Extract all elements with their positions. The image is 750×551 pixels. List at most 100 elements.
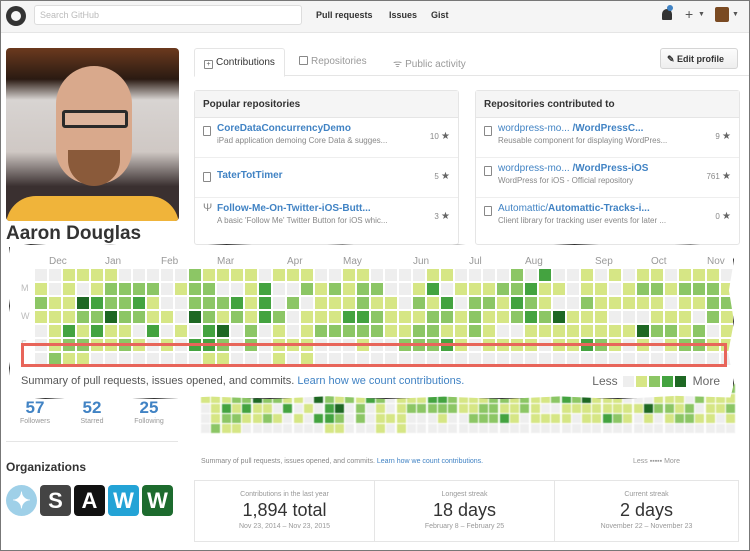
contribution-cell[interactable]	[231, 311, 243, 323]
contribution-cell[interactable]	[161, 297, 173, 309]
contribution-cell[interactable]	[301, 269, 313, 281]
contribution-cell[interactable]	[595, 269, 607, 281]
contribution-cell[interactable]	[245, 283, 257, 295]
contribution-cell[interactable]	[231, 297, 243, 309]
contribution-cell[interactable]	[315, 311, 327, 323]
contribution-cell[interactable]	[231, 353, 243, 365]
contribution-cell[interactable]	[553, 311, 565, 323]
contribution-cell[interactable]	[147, 325, 159, 337]
contribution-cell[interactable]	[77, 311, 89, 323]
contribution-cell[interactable]	[413, 283, 425, 295]
contribution-cell[interactable]	[413, 311, 425, 323]
contribution-cell[interactable]	[105, 283, 117, 295]
contribution-cell[interactable]	[301, 283, 313, 295]
contribution-cell[interactable]	[105, 325, 117, 337]
contribution-cell[interactable]	[651, 311, 663, 323]
contribution-cell[interactable]	[119, 283, 131, 295]
contribution-cell[interactable]	[175, 311, 187, 323]
contribution-cell[interactable]	[49, 311, 61, 323]
contribution-cell[interactable]	[91, 353, 103, 365]
contribution-cell[interactable]	[385, 311, 397, 323]
search-input[interactable]: Search GitHub	[34, 5, 302, 25]
contribution-cell[interactable]	[427, 311, 439, 323]
contribution-cell[interactable]	[287, 283, 299, 295]
contribution-cell[interactable]	[539, 283, 551, 295]
contribution-cell[interactable]	[441, 297, 453, 309]
contribution-cell[interactable]	[385, 325, 397, 337]
contribution-cell[interactable]	[105, 269, 117, 281]
contribution-cell[interactable]	[189, 353, 201, 365]
contribution-cell[interactable]	[581, 325, 593, 337]
contribution-cell[interactable]	[63, 297, 75, 309]
contribution-cell[interactable]	[35, 311, 47, 323]
contribution-cell[interactable]	[413, 325, 425, 337]
contribution-cell[interactable]	[511, 269, 523, 281]
contribution-cell[interactable]	[399, 325, 411, 337]
contribution-cell[interactable]	[287, 353, 299, 365]
organization-avatar[interactable]: W	[108, 485, 139, 516]
contribution-cell[interactable]	[623, 297, 635, 309]
contribution-cell[interactable]	[217, 297, 229, 309]
contribution-cell[interactable]	[259, 353, 271, 365]
contribution-cell[interactable]	[511, 283, 523, 295]
contribution-cell[interactable]	[553, 269, 565, 281]
contribution-cell[interactable]	[301, 325, 313, 337]
contribution-cell[interactable]	[371, 311, 383, 323]
contribution-cell[interactable]	[315, 283, 327, 295]
contribution-cell[interactable]	[497, 297, 509, 309]
contribution-cell[interactable]	[371, 353, 383, 365]
contribution-cell[interactable]	[91, 283, 103, 295]
contribution-cell[interactable]	[301, 311, 313, 323]
contribution-cell[interactable]	[175, 325, 187, 337]
contribution-cell[interactable]	[189, 269, 201, 281]
contribution-cell[interactable]	[637, 353, 649, 365]
organization-avatar[interactable]: ✦	[6, 485, 37, 516]
contribution-cell[interactable]	[273, 269, 285, 281]
contribution-cell[interactable]	[259, 283, 271, 295]
contribution-cell[interactable]	[651, 325, 663, 337]
repo-link[interactable]: Automattic/Automattic-Tracks-i...	[498, 203, 650, 214]
contribution-cell[interactable]	[441, 269, 453, 281]
contribution-cell[interactable]	[63, 283, 75, 295]
contribution-cell[interactable]	[665, 283, 677, 295]
contribution-cell[interactable]	[539, 297, 551, 309]
contribution-cell[interactable]	[651, 353, 663, 365]
contribution-cell[interactable]	[609, 283, 621, 295]
contribution-cell[interactable]	[483, 283, 495, 295]
followers-stat[interactable]: 57 Followers	[6, 399, 64, 425]
contribution-cell[interactable]	[147, 297, 159, 309]
contribution-cell[interactable]	[63, 311, 75, 323]
contribution-cell[interactable]	[497, 353, 509, 365]
contribution-cell[interactable]	[273, 297, 285, 309]
contribution-cell[interactable]	[315, 269, 327, 281]
contribution-cell[interactable]	[721, 311, 733, 323]
contribution-cell[interactable]	[357, 325, 369, 337]
contribution-cell[interactable]	[189, 297, 201, 309]
contribution-cell[interactable]	[301, 297, 313, 309]
contribution-cell[interactable]	[525, 353, 537, 365]
contribution-cell[interactable]	[49, 325, 61, 337]
chevron-down-icon[interactable]: ▼	[732, 11, 739, 18]
contribution-cell[interactable]	[427, 297, 439, 309]
contribution-cell[interactable]	[147, 269, 159, 281]
contribution-cell[interactable]	[609, 325, 621, 337]
contribution-cell[interactable]	[203, 353, 215, 365]
tab-repositories[interactable]: Repositories	[290, 48, 376, 76]
contribution-cell[interactable]	[455, 283, 467, 295]
organization-avatar[interactable]: S	[40, 485, 71, 516]
contribution-cell[interactable]	[707, 283, 719, 295]
contribution-cell[interactable]	[217, 325, 229, 337]
contribution-cell[interactable]	[329, 325, 341, 337]
contribution-cell[interactable]	[203, 269, 215, 281]
contribution-cell[interactable]	[343, 325, 355, 337]
contribution-cell[interactable]	[147, 283, 159, 295]
contribution-cell[interactable]	[693, 297, 705, 309]
contribution-cell[interactable]	[651, 283, 663, 295]
contribution-cell[interactable]	[287, 311, 299, 323]
contribution-cell[interactable]	[721, 325, 733, 337]
contribution-cell[interactable]	[49, 297, 61, 309]
contribution-cell[interactable]	[161, 269, 173, 281]
contribution-cell[interactable]	[273, 325, 285, 337]
contribution-cell[interactable]	[665, 311, 677, 323]
contribution-cell[interactable]	[427, 269, 439, 281]
